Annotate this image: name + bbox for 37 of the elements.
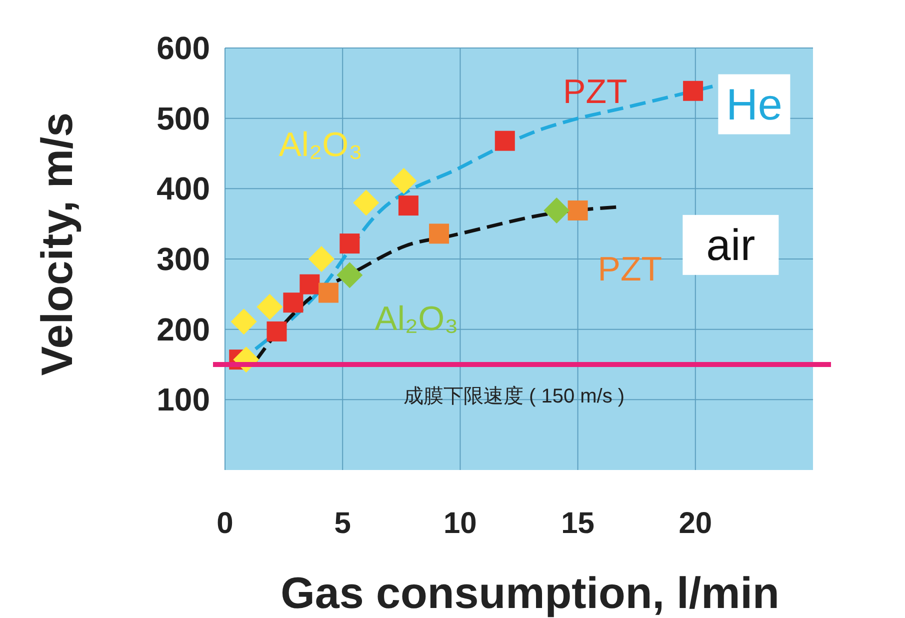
point <box>300 274 320 294</box>
point <box>568 200 588 220</box>
x-tick-label: 15 <box>561 507 594 540</box>
series-label: PZT <box>563 72 628 111</box>
point <box>544 197 570 224</box>
point <box>230 308 257 335</box>
point <box>429 224 450 244</box>
series-label: Al₂O₃ <box>278 126 362 164</box>
ref-line-label: 成膜下限速度 ( 150 m/s ) <box>403 386 625 408</box>
annotation: air <box>706 220 756 270</box>
point <box>494 130 515 151</box>
point <box>283 292 304 313</box>
x-tick-label: 20 <box>678 507 712 540</box>
point <box>390 168 417 194</box>
point <box>340 234 360 254</box>
x-tick-label: 10 <box>444 507 477 540</box>
y-tick-label: 100 <box>156 382 210 418</box>
x-tick-label: 0 <box>216 507 234 540</box>
point <box>683 80 704 101</box>
x-tick-label: 5 <box>334 507 351 540</box>
point <box>353 190 380 216</box>
series-label: PZT <box>598 250 662 288</box>
point <box>336 262 363 288</box>
series-label: Al₂O₃ <box>374 300 458 338</box>
y-tick-label: 600 <box>156 30 210 66</box>
y-tick-label: 200 <box>156 311 210 348</box>
y-tick-label: 300 <box>156 241 210 277</box>
x-axis-title: Gas consumption, l/min <box>280 569 780 618</box>
y-tick-label: 500 <box>156 100 210 136</box>
y-tick-label: 400 <box>156 170 210 207</box>
point <box>266 321 287 342</box>
point <box>256 294 283 320</box>
point <box>318 282 338 303</box>
point <box>308 246 334 272</box>
annotation: He <box>726 80 782 130</box>
y-axis-title: Velocity, m/s <box>33 112 82 376</box>
point <box>398 196 418 216</box>
